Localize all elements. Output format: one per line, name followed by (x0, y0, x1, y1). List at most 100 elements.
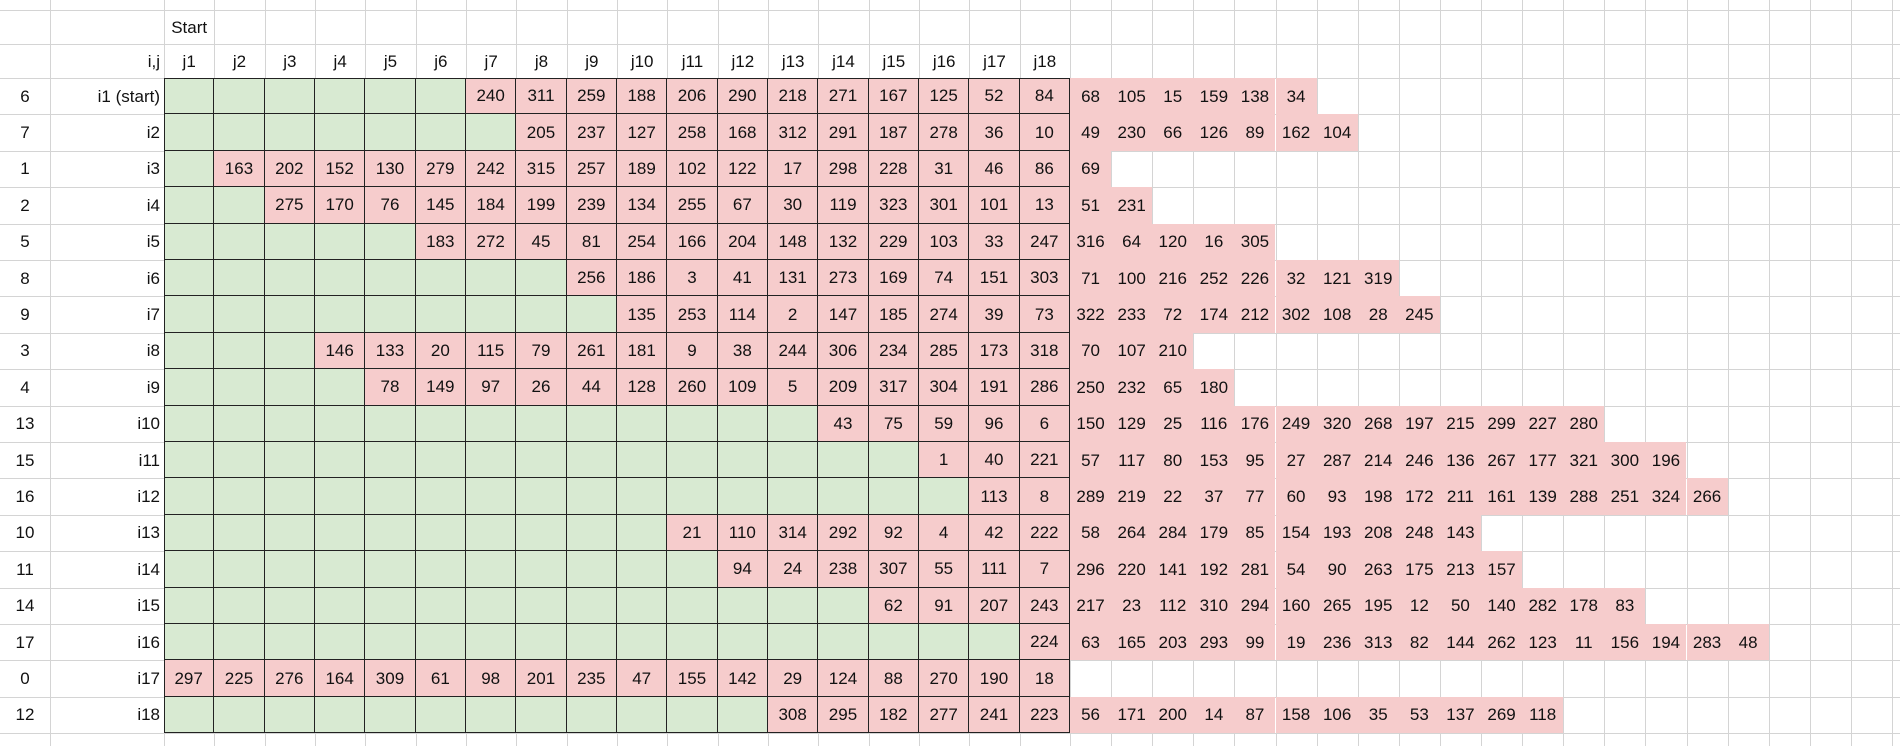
extra-value-cell[interactable]: 313 (1357, 624, 1399, 661)
extra-value-cell[interactable]: 310 (1193, 587, 1235, 624)
empty-cell[interactable] (768, 442, 819, 479)
value-cell[interactable]: 67 (717, 187, 768, 224)
extra-value-cell[interactable]: 251 (1604, 478, 1646, 515)
value-cell[interactable]: 134 (617, 187, 668, 224)
empty-cell[interactable] (566, 514, 617, 552)
extra-value-cell[interactable]: 120 (1152, 223, 1194, 260)
extra-value-cell[interactable]: 54 (1275, 551, 1317, 588)
empty-cell[interactable] (164, 405, 215, 442)
extra-value-cell[interactable]: 220 (1111, 551, 1153, 588)
extra-value-cell[interactable]: 14 (1193, 696, 1235, 734)
extra-value-cell[interactable]: 82 (1398, 624, 1440, 661)
value-cell[interactable]: 20 (415, 332, 466, 370)
empty-cell[interactable] (164, 114, 215, 151)
extra-value-cell[interactable]: 214 (1357, 442, 1399, 479)
col-header-j5[interactable]: j5 (383, 51, 398, 71)
empty-cell[interactable] (466, 514, 517, 552)
value-cell[interactable]: 30 (768, 187, 819, 224)
empty-cell[interactable] (617, 478, 668, 515)
col-header-j4[interactable]: j4 (333, 51, 347, 71)
value-cell[interactable]: 1 (919, 442, 970, 479)
extra-value-cell[interactable]: 60 (1275, 478, 1317, 515)
value-cell[interactable]: 81 (566, 223, 617, 260)
empty-cell[interactable] (365, 514, 416, 552)
empty-cell[interactable] (315, 551, 366, 588)
extra-value-cell[interactable]: 248 (1398, 514, 1440, 552)
extra-value-cell[interactable]: 136 (1439, 442, 1481, 479)
value-cell[interactable]: 207 (969, 587, 1020, 624)
value-cell[interactable]: 96 (969, 405, 1020, 442)
value-cell[interactable]: 169 (868, 260, 919, 297)
row-index[interactable]: 8 (20, 268, 30, 288)
extra-value-cell[interactable]: 116 (1193, 405, 1235, 442)
row-label[interactable]: i17 (137, 669, 160, 689)
empty-cell[interactable] (264, 478, 315, 515)
extra-value-cell[interactable]: 230 (1111, 114, 1153, 151)
empty-cell[interactable] (768, 405, 819, 442)
extra-value-cell[interactable]: 90 (1316, 551, 1358, 588)
row-label[interactable]: i7 (146, 305, 160, 325)
value-cell[interactable]: 21 (667, 514, 718, 552)
value-cell[interactable]: 218 (768, 78, 819, 115)
empty-cell[interactable] (214, 442, 265, 479)
empty-cell[interactable] (768, 587, 819, 624)
empty-cell[interactable] (566, 478, 617, 515)
empty-cell[interactable] (164, 624, 215, 661)
row-index[interactable]: 1 (20, 159, 30, 179)
extra-value-cell[interactable]: 263 (1357, 551, 1399, 588)
extra-value-cell[interactable]: 217 (1070, 587, 1112, 624)
extra-value-cell[interactable]: 192 (1193, 551, 1235, 588)
extra-value-cell[interactable]: 95 (1234, 442, 1276, 479)
empty-cell[interactable] (214, 624, 265, 661)
empty-cell[interactable] (818, 478, 869, 515)
value-cell[interactable]: 199 (516, 187, 567, 224)
empty-cell[interactable] (919, 478, 970, 515)
value-cell[interactable]: 55 (919, 551, 970, 588)
extra-value-cell[interactable]: 177 (1522, 442, 1564, 479)
extra-value-cell[interactable]: 140 (1481, 587, 1523, 624)
extra-value-cell[interactable]: 227 (1522, 405, 1564, 442)
value-cell[interactable]: 133 (365, 332, 416, 370)
extra-value-cell[interactable]: 80 (1152, 442, 1194, 479)
empty-cell[interactable] (667, 624, 718, 661)
empty-cell[interactable] (164, 187, 215, 224)
empty-cell[interactable] (566, 405, 617, 442)
col-header-j16[interactable]: j16 (932, 51, 956, 71)
empty-cell[interactable] (516, 442, 567, 479)
value-cell[interactable]: 234 (868, 332, 919, 370)
empty-cell[interactable] (768, 624, 819, 661)
empty-cell[interactable] (415, 405, 466, 442)
empty-cell[interactable] (164, 514, 215, 552)
value-cell[interactable]: 314 (768, 514, 819, 552)
empty-cell[interactable] (315, 587, 366, 624)
empty-cell[interactable] (214, 296, 265, 333)
value-cell[interactable]: 222 (1019, 514, 1070, 552)
row-label[interactable]: i15 (137, 596, 160, 616)
extra-value-cell[interactable]: 19 (1275, 624, 1317, 661)
value-cell[interactable]: 270 (919, 660, 970, 697)
value-cell[interactable]: 290 (717, 78, 768, 115)
extra-value-cell[interactable]: 288 (1563, 478, 1605, 515)
empty-cell[interactable] (365, 624, 416, 661)
extra-value-cell[interactable]: 264 (1111, 514, 1153, 552)
col-header-j13[interactable]: j13 (781, 51, 805, 71)
extra-value-cell[interactable]: 281 (1234, 551, 1276, 588)
empty-cell[interactable] (214, 369, 265, 406)
value-cell[interactable]: 40 (969, 442, 1020, 479)
empty-cell[interactable] (415, 696, 466, 734)
empty-cell[interactable] (365, 405, 416, 442)
empty-cell[interactable] (466, 114, 517, 151)
empty-cell[interactable] (717, 405, 768, 442)
empty-cell[interactable] (415, 478, 466, 515)
empty-cell[interactable] (264, 296, 315, 333)
value-cell[interactable]: 205 (516, 114, 567, 151)
value-cell[interactable]: 76 (365, 187, 416, 224)
value-cell[interactable]: 46 (969, 150, 1020, 188)
row-index[interactable]: 9 (20, 305, 30, 325)
value-cell[interactable]: 306 (818, 332, 869, 370)
value-cell[interactable]: 239 (566, 187, 617, 224)
empty-cell[interactable] (365, 223, 416, 260)
empty-cell[interactable] (264, 260, 315, 297)
value-cell[interactable]: 323 (868, 187, 919, 224)
col-header-j7[interactable]: j7 (484, 51, 498, 71)
